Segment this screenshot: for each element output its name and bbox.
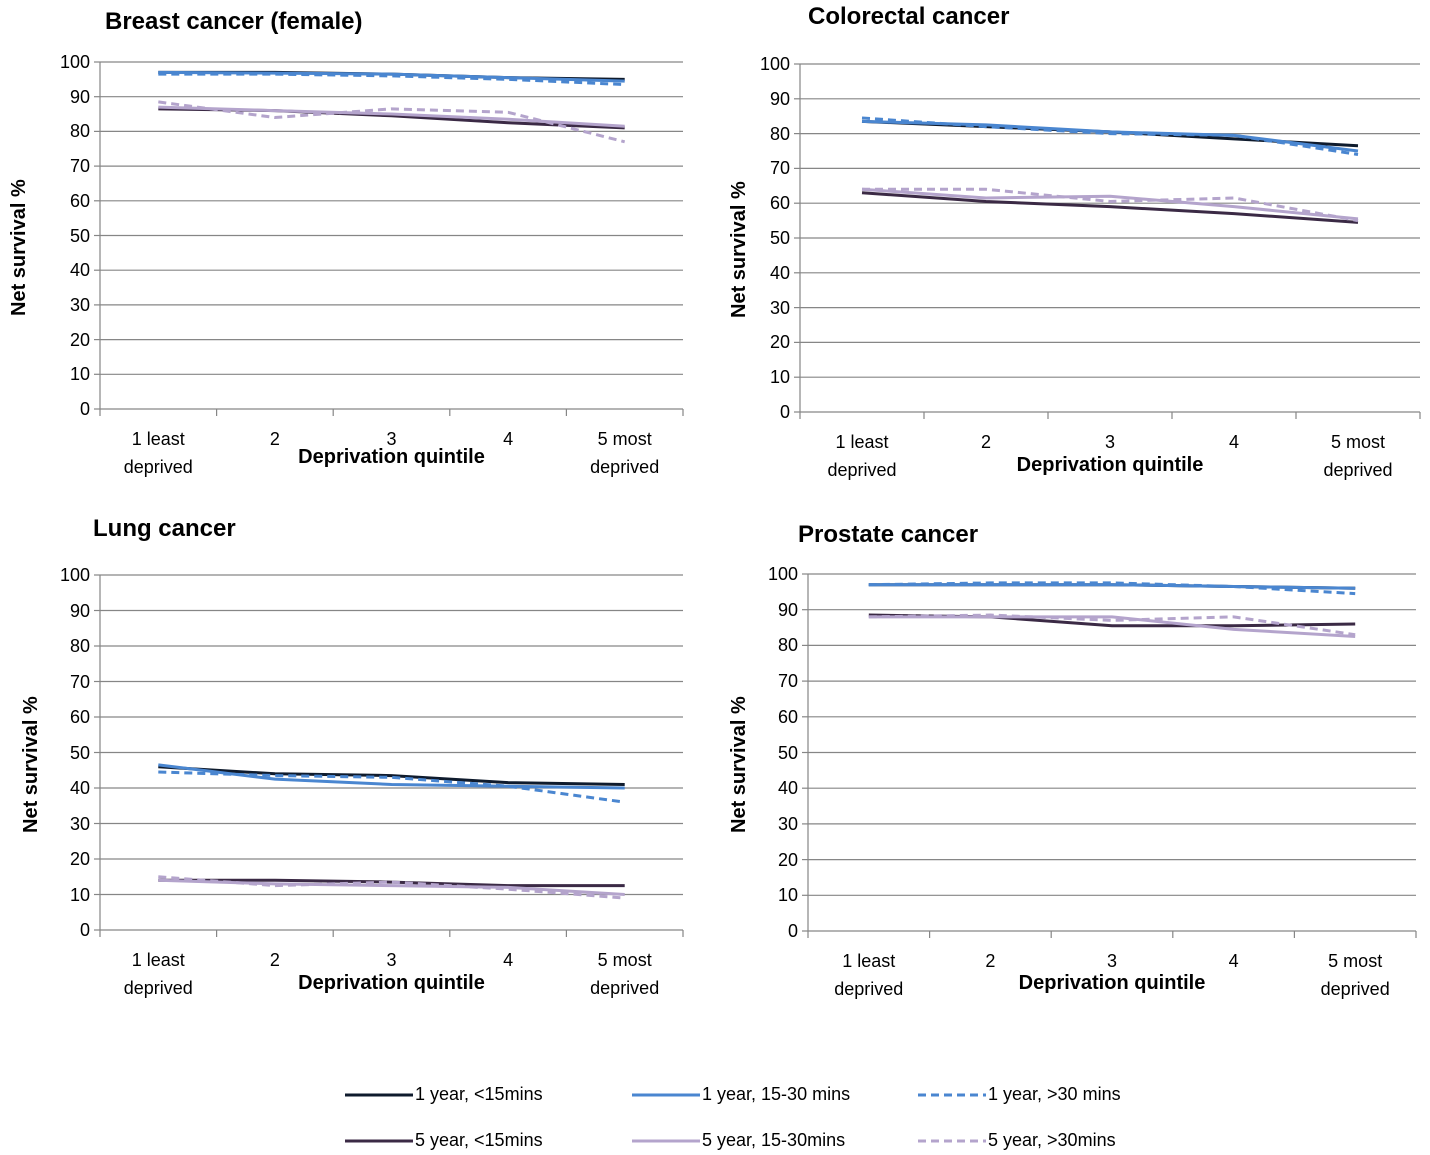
y-tick-label: 10 [777,885,798,906]
legend-label: 1 year, >30 mins [988,1084,1121,1104]
x-tick-label: 4 [503,429,514,449]
series-line [158,763,625,790]
y-tick-label: 90 [69,86,90,107]
x-axis-title: Deprivation quintile [1018,972,1206,994]
y-tick-label: 100 [759,54,790,74]
chart-title: Prostate cancer [798,521,979,548]
legend-label: 5 year, 15-30mins [702,1130,846,1150]
legend-label: 5 year, >30mins [988,1130,1116,1150]
y-tick-label: 60 [69,707,90,727]
series-line [158,878,625,896]
y-tick-label: 50 [69,742,90,763]
x-tick-label: 5 most deprived [590,950,660,998]
y-tick-label: 40 [69,260,90,281]
y-tick-label: 60 [777,706,798,727]
x-tick-label: 2 [269,950,280,970]
y-tick-label: 10 [69,884,90,905]
series-line [868,613,1356,637]
y-tick-label: 70 [69,156,90,177]
x-axis-title: Deprivation quintile [298,972,485,994]
legend-label: 5 year, <15mins [415,1130,543,1150]
y-tick-label: 30 [69,294,90,315]
x-tick-label: 2 [980,432,991,452]
x-axis-title: Deprivation quintile [1016,454,1204,476]
x-tick-label: 4 [1228,432,1239,452]
y-tick-label: 20 [69,849,90,869]
y-tick-label: 0 [787,921,798,941]
y-tick-label: 70 [777,671,798,692]
y-tick-label: 100 [767,564,798,584]
x-tick-label: 2 [985,951,996,971]
y-tick-label: 30 [69,813,90,834]
y-tick-label: 40 [69,778,90,798]
x-tick-label: 1 least deprived [827,432,897,480]
chart-title: Breast cancer (female) [105,8,363,35]
x-tick-label: 3 [1104,432,1115,452]
y-axis-title: Net survival % [8,178,30,316]
series-line [861,187,1359,221]
x-tick-label: 3 [386,429,397,449]
x-tick-label: 1 least deprived [123,950,193,998]
y-tick-label: 80 [69,121,90,142]
y-tick-label: 0 [79,399,90,419]
series-line [861,191,1359,224]
x-axis-title: Deprivation quintile [298,446,485,468]
legend-label: 1 year, <15mins [415,1084,543,1104]
y-tick-label: 50 [777,742,798,763]
y-tick-label: 0 [779,402,790,422]
x-tick-label: 4 [1228,951,1239,971]
legend-label: 1 year, 15-30 mins [702,1084,851,1104]
series-line [862,187,1359,223]
x-tick-label: 1 least deprived [834,951,904,999]
chart-title: Lung cancer [93,515,236,542]
y-tick-label: 50 [769,228,790,248]
y-tick-label: 70 [769,158,790,179]
x-tick-label: 3 [1106,951,1117,971]
y-axis-title: Net survival % [728,695,750,833]
y-tick-label: 80 [769,123,790,144]
series-line [868,583,1356,590]
y-tick-label: 80 [777,635,798,656]
y-tick-label: 90 [69,600,90,621]
x-tick-label: 2 [269,429,280,449]
y-tick-label: 100 [59,565,90,585]
y-tick-label: 10 [69,364,90,385]
series-line [158,100,626,144]
y-axis-title: Net survival % [728,181,750,318]
series-line [868,581,1356,596]
y-tick-label: 40 [769,262,790,283]
x-tick-label: 5 most deprived [590,429,660,477]
y-tick-label: 60 [769,193,790,214]
y-tick-label: 70 [69,671,90,692]
y-tick-label: 100 [59,52,90,72]
y-tick-label: 40 [777,778,798,799]
series-line [158,878,625,888]
y-tick-label: 20 [69,329,90,350]
y-tick-label: 0 [79,920,90,940]
x-tick-label: 3 [386,950,397,970]
y-tick-label: 50 [69,225,90,246]
y-tick-label: 90 [777,599,798,620]
x-tick-label: 4 [503,950,514,970]
x-tick-label: 5 most deprived [1320,951,1390,999]
x-tick-label: 5 most deprived [1323,432,1393,480]
series-line [861,116,1359,156]
series-line [158,70,625,83]
y-tick-label: 30 [777,813,798,834]
y-tick-label: 10 [769,367,790,388]
y-tick-label: 20 [777,849,798,870]
y-tick-label: 60 [69,190,90,211]
series-line [158,765,625,786]
y-tick-label: 20 [769,332,790,353]
y-tick-label: 80 [69,636,90,656]
y-axis-title: Net survival % [20,695,42,833]
x-tick-label: 1 least deprived [123,429,193,477]
y-tick-label: 90 [769,88,790,109]
y-tick-label: 30 [769,297,790,318]
chart-title: Colorectal cancer [808,3,1010,30]
